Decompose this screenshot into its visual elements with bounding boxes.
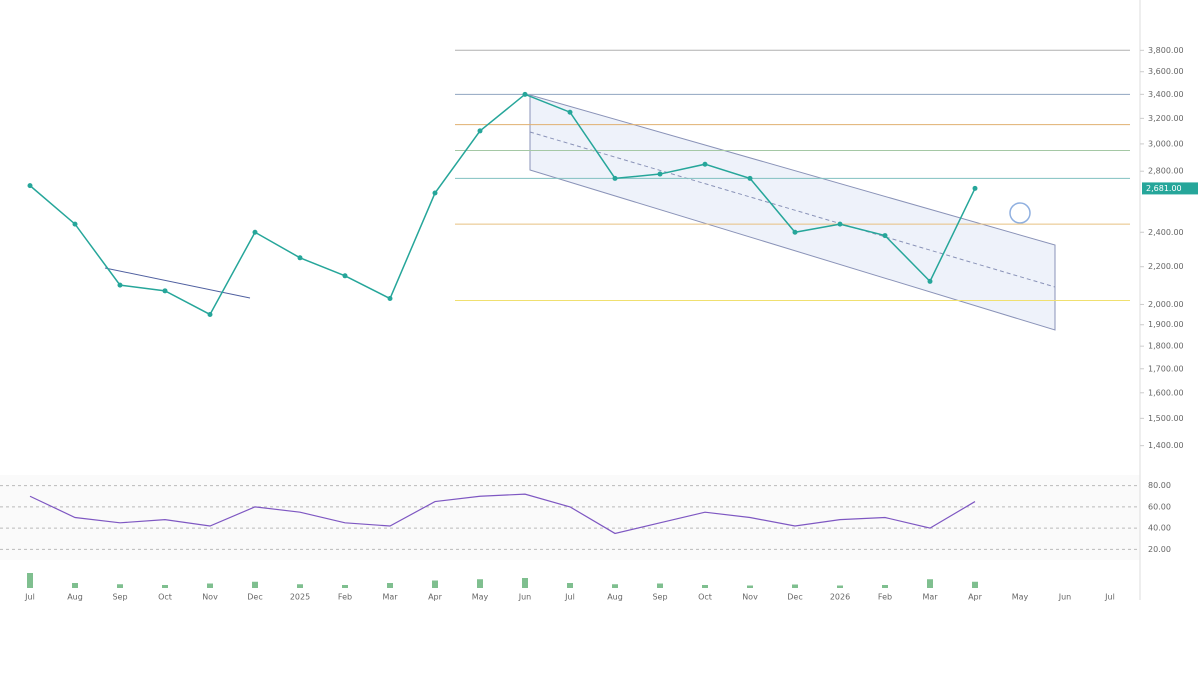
price-point (117, 282, 123, 288)
y-tick-label: 3,000.00 (1148, 139, 1184, 148)
y-tick-label: 3,400.00 (1148, 90, 1184, 99)
volume-bar (882, 585, 888, 588)
y-tick-label: 2,200.00 (1148, 262, 1184, 271)
price-point (207, 311, 213, 317)
x-tick-label: Mar (382, 593, 398, 602)
volume-bar (612, 584, 618, 588)
x-tick-label: Dec (247, 593, 262, 602)
volume-bar (342, 585, 348, 588)
volume-bar (702, 585, 708, 588)
volume-bar (837, 585, 843, 588)
y-tick-label: 2,000.00 (1148, 300, 1184, 309)
price-point (297, 255, 303, 261)
x-tick-label: Dec (787, 593, 802, 602)
x-tick-label: Nov (202, 593, 218, 602)
x-tick-label: Oct (698, 593, 712, 602)
x-tick-label: Feb (878, 593, 892, 602)
price-point (567, 109, 573, 115)
rsi-tick-label: 40.00 (1148, 524, 1171, 533)
x-tick-label: Jul (24, 593, 35, 602)
trend-line (104, 267, 251, 299)
price-point (387, 296, 393, 302)
volume-bar (567, 583, 573, 588)
y-tick-label: 1,700.00 (1148, 364, 1184, 373)
x-tick-label: May (472, 593, 489, 602)
volume-bar (522, 578, 528, 588)
price-point (882, 233, 888, 239)
y-tick-label: 2,800.00 (1148, 167, 1184, 176)
x-tick-label: Oct (158, 593, 172, 602)
volume-bar (927, 579, 933, 588)
price-point (162, 288, 168, 294)
price-point (927, 278, 933, 284)
y-tick-label: 1,400.00 (1148, 441, 1184, 450)
x-tick-label: Apr (968, 593, 983, 602)
volume-bar (252, 581, 258, 588)
x-tick-label: Sep (112, 593, 127, 602)
x-tick-label: Aug (67, 593, 83, 602)
x-tick-label: Feb (338, 593, 352, 602)
y-tick-label: 2,400.00 (1148, 228, 1184, 237)
price-point (522, 91, 528, 97)
volume-bar (972, 581, 978, 588)
price-point (252, 229, 258, 235)
highlight (1009, 202, 1031, 224)
x-tick-label: 2026 (830, 593, 850, 602)
price-point (477, 128, 483, 134)
price-point (27, 183, 33, 189)
volume-bar (72, 583, 78, 588)
volume-bar (27, 573, 33, 588)
volume-bar (432, 580, 438, 588)
price-point (702, 161, 708, 167)
x-tick-label: Mar (922, 593, 938, 602)
price-point (612, 175, 618, 181)
volume-bar (207, 583, 213, 588)
volume-bar (657, 583, 663, 588)
volume-bar (297, 584, 303, 588)
x-tick-label: Jun (1058, 593, 1072, 602)
x-tick-label: Aug (607, 593, 623, 602)
price-point (72, 221, 78, 227)
y-tick-label: 3,200.00 (1148, 114, 1184, 123)
channel-mid (529, 131, 1056, 288)
rsi-tick-label: 20.00 (1148, 545, 1171, 554)
x-tick-label: 2025 (290, 593, 310, 602)
y-tick-label: 1,600.00 (1148, 388, 1184, 397)
price-point (747, 175, 753, 181)
volume-bar (792, 584, 798, 588)
rsi-tick-label: 80.00 (1148, 481, 1171, 490)
x-tick-label: Nov (742, 593, 758, 602)
volume-bar (477, 579, 483, 588)
rsi-tick-label: 60.00 (1148, 502, 1171, 511)
x-tick-label: May (1012, 593, 1029, 602)
price-line (29, 93, 976, 316)
volume-bar (387, 583, 393, 588)
y-tick-label: 1,500.00 (1148, 414, 1184, 423)
rsi-pane (0, 475, 1140, 560)
x-tick-label: Jul (1104, 593, 1115, 602)
price-tag-label: 2,681.00 (1146, 184, 1182, 193)
channel (529, 94, 1056, 331)
rsi-line (29, 493, 976, 535)
y-tick-label: 3,800.00 (1148, 46, 1184, 55)
x-tick-label: Sep (652, 593, 667, 602)
x-tick-label: Apr (428, 593, 443, 602)
price-point (837, 221, 843, 227)
volume-bar (162, 585, 168, 588)
price-tag (1142, 182, 1198, 195)
price-point (432, 190, 438, 196)
volume-bar (117, 584, 123, 588)
y-tick-label: 3,600.00 (1148, 67, 1184, 76)
y-tick-label: 1,900.00 (1148, 320, 1184, 329)
volume-bar (747, 585, 753, 588)
x-tick-label: Jun (518, 593, 532, 602)
price-point (657, 171, 663, 177)
x-tick-label: Jul (564, 593, 575, 602)
price-point (792, 229, 798, 235)
y-tick-label: 1,800.00 (1148, 342, 1184, 351)
price-point (342, 273, 348, 279)
price-point (972, 185, 978, 191)
